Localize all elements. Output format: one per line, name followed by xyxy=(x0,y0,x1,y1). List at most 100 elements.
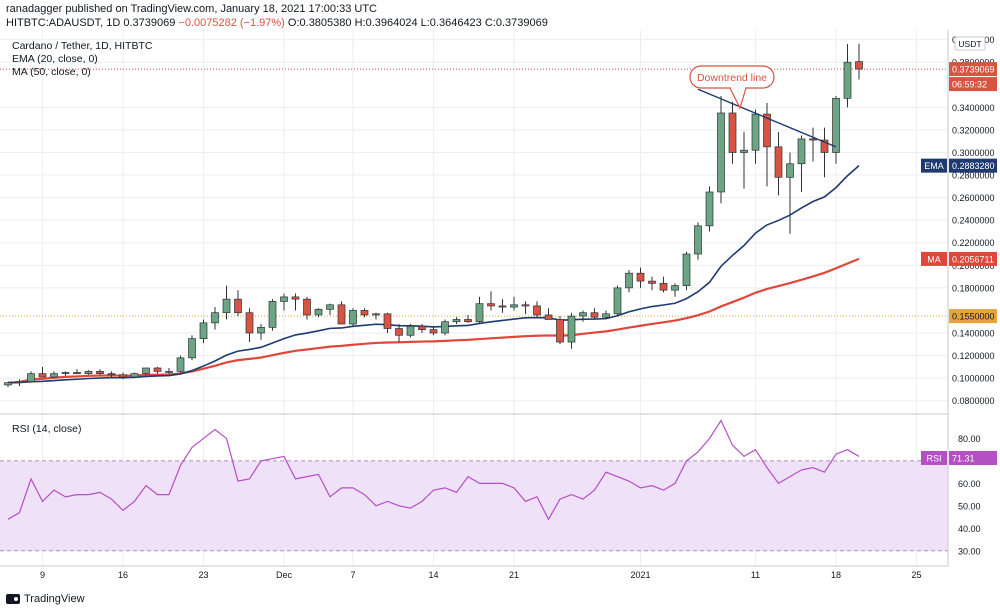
candle xyxy=(452,317,461,324)
countdown-tag-bg xyxy=(949,77,997,92)
candle-body xyxy=(763,113,771,148)
candle xyxy=(797,135,806,192)
candle xyxy=(360,308,369,318)
candle-body xyxy=(636,272,645,282)
candle xyxy=(429,326,438,336)
candle-body xyxy=(245,312,254,334)
rsi-value-tag-bg xyxy=(949,450,997,465)
candle xyxy=(222,285,231,320)
candle xyxy=(395,323,403,343)
candle xyxy=(406,323,415,338)
candle xyxy=(268,299,277,331)
candle xyxy=(464,314,472,323)
rsi-band-fill xyxy=(0,460,948,551)
rsi-name-tag-text: RSI xyxy=(926,453,941,463)
candle-body xyxy=(786,163,794,178)
candle xyxy=(38,366,47,378)
candle xyxy=(73,369,81,374)
price-tick-label: 0.2400000 xyxy=(952,216,995,226)
time-tick-label: Dec xyxy=(276,570,293,580)
candle-body xyxy=(234,298,242,314)
candle-body xyxy=(303,298,311,316)
candle-body xyxy=(50,373,58,378)
rsi-tick-label: 30.00 xyxy=(958,546,981,556)
downtrend-annotation: Downtrend line xyxy=(689,65,775,110)
candle xyxy=(211,307,219,330)
candle xyxy=(372,312,380,320)
candle-body xyxy=(533,305,541,316)
time-tick-label: 14 xyxy=(428,570,438,580)
candle xyxy=(337,301,346,325)
candle xyxy=(510,296,518,311)
candle xyxy=(4,382,12,388)
ma-legend: MA (50, close, 0) xyxy=(12,66,91,78)
candle-body xyxy=(199,322,208,340)
candle-body xyxy=(659,283,668,291)
rsi-tick-label: 50.00 xyxy=(958,501,981,511)
candle xyxy=(303,296,311,320)
candle xyxy=(84,370,93,375)
candle xyxy=(694,222,702,260)
time-tick-label: 7 xyxy=(350,570,355,580)
time-tick-label: 2021 xyxy=(630,570,650,580)
candle xyxy=(326,303,334,315)
ma-value-tag: 0.2056711 xyxy=(949,251,997,266)
candle-body xyxy=(130,373,139,378)
candle xyxy=(820,127,829,178)
candle-body xyxy=(38,373,47,378)
candle-body xyxy=(751,113,760,151)
candle xyxy=(15,379,24,387)
candle xyxy=(487,291,495,311)
last-price-tag: 0.3739069 xyxy=(949,62,997,77)
symbol-info-line: HITBTC:ADAUSDT, 1D 0.3739069 −0.0075282 … xyxy=(6,17,548,29)
candle xyxy=(441,319,449,336)
candle xyxy=(625,269,633,293)
time-tick-label: 9 xyxy=(40,570,45,580)
currency-badge-box xyxy=(954,36,986,51)
rsi-name-tag-bg xyxy=(921,450,947,465)
currency-badge-text: USDT xyxy=(958,39,981,49)
candle-body xyxy=(452,319,461,323)
candle xyxy=(579,310,587,322)
rsi-tick-label: 60.00 xyxy=(958,479,981,489)
candle-body xyxy=(487,303,495,307)
candle xyxy=(809,127,817,162)
candle-body xyxy=(728,112,737,153)
price-tick-label: 0.2800000 xyxy=(952,171,995,181)
candle-body xyxy=(188,338,196,359)
candle xyxy=(245,308,254,343)
candle-body xyxy=(268,301,277,328)
axes-layer: 0.0800000 0.1000000 0.1200000 0.1400000 0.18… xyxy=(0,30,997,580)
candle-body xyxy=(625,272,633,289)
candle-body xyxy=(613,287,622,315)
candle-body xyxy=(15,381,24,384)
candle xyxy=(176,355,185,373)
candle xyxy=(556,316,564,345)
candle-body xyxy=(740,149,748,153)
candle-body xyxy=(774,146,783,178)
time-tick-label: 11 xyxy=(751,570,760,580)
candle-body xyxy=(498,305,507,308)
candle-body xyxy=(510,304,518,308)
rsi-value-tag-text: 71.31 xyxy=(952,453,975,463)
price-tick-label: 0.3400000 xyxy=(952,103,995,113)
candle-body xyxy=(142,367,150,374)
candle-body xyxy=(383,313,392,329)
grid-lines xyxy=(0,30,948,566)
candle xyxy=(602,310,610,320)
tradingview-logo[interactable]: TradingView xyxy=(6,593,85,605)
candle-body xyxy=(855,61,863,70)
candle-body xyxy=(809,138,817,141)
candle xyxy=(383,312,392,334)
ma-name-tag-bg xyxy=(921,251,947,266)
candle-body xyxy=(280,296,288,302)
publish-info: ranadagger published on TradingView.com,… xyxy=(6,3,377,15)
candle-body xyxy=(418,325,426,330)
candle xyxy=(613,285,622,317)
candle xyxy=(153,366,162,374)
candle-body xyxy=(682,253,691,286)
candle xyxy=(280,293,288,311)
candle xyxy=(832,96,840,164)
candle-body xyxy=(602,313,610,318)
